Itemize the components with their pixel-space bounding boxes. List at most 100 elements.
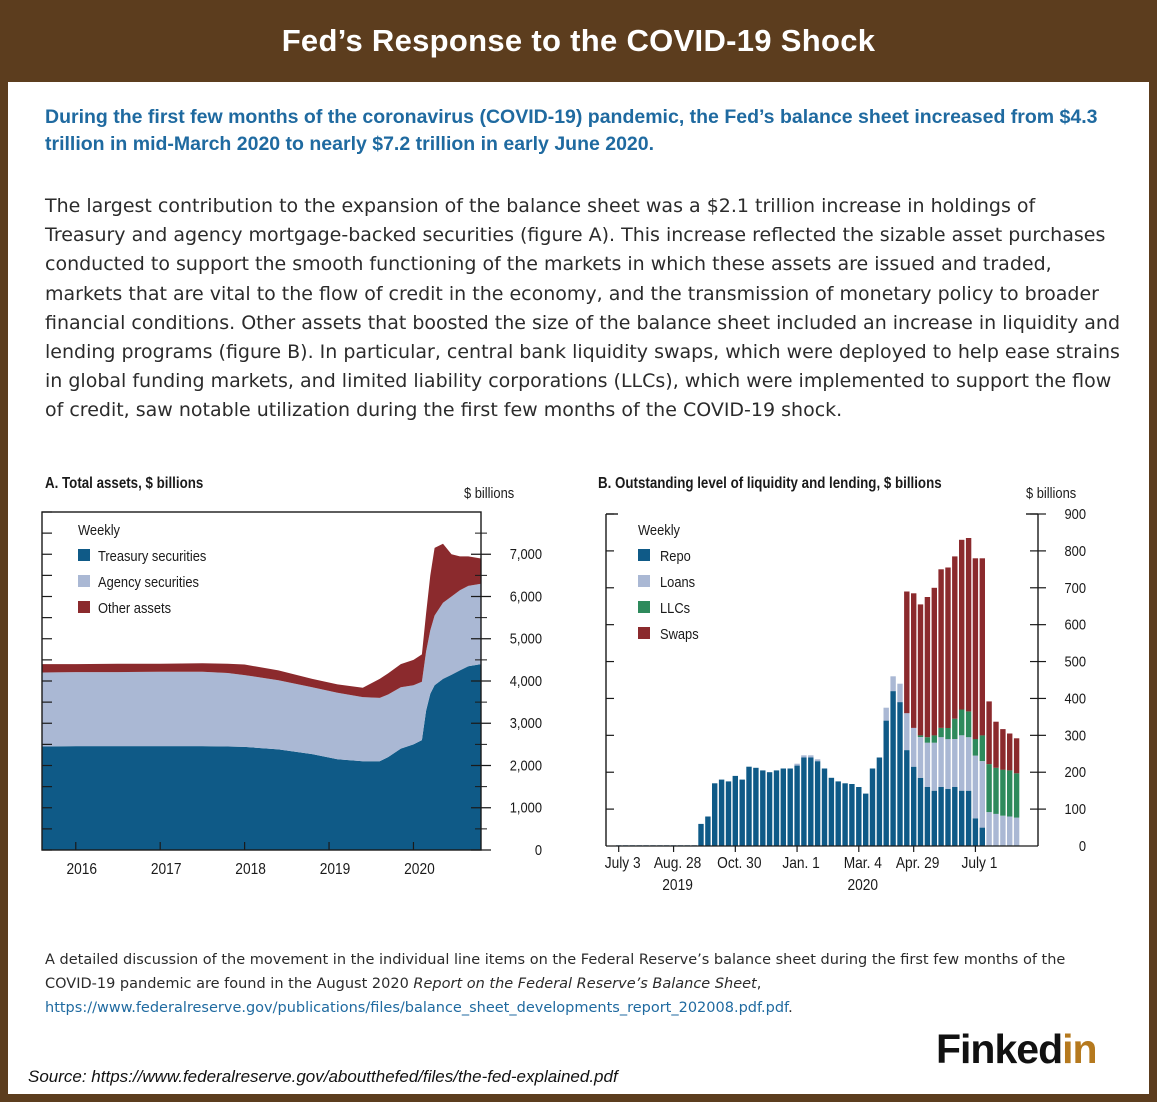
page-title: Fed’s Response to the COVID-19 Shock: [281, 23, 876, 58]
chart-a-unit-label: $ billions: [464, 485, 515, 502]
bar-swaps: [965, 538, 972, 712]
legend-label-llcs: LLCs: [660, 599, 690, 616]
bar-repo: [938, 787, 944, 846]
bar-repo: [746, 766, 752, 846]
bar-llcs: [993, 767, 999, 814]
y-tick-label: 6,000: [510, 588, 542, 605]
bar-repo: [814, 761, 821, 846]
legend-swatch-llcs: [638, 601, 650, 613]
bar-loans: [931, 742, 937, 791]
bar-repo: [883, 720, 889, 846]
bar-repo: [972, 818, 979, 846]
footnote-end: .: [788, 1000, 793, 1016]
legend-swatch-repo: [638, 549, 650, 561]
bar-repo: [732, 775, 738, 846]
bar-repo: [917, 777, 924, 846]
bar-llcs: [972, 739, 979, 756]
y-tick-label: 2,000: [510, 757, 542, 774]
body-paragraph: The largest contribution to the expansio…: [45, 195, 1121, 422]
chart-b-title: B. Outstanding level of liquidity and le…: [598, 475, 942, 492]
bar-llcs: [945, 728, 951, 740]
bar-repo: [945, 788, 951, 846]
source-line: Source: https://www.federalreserve.gov/a…: [28, 1067, 618, 1086]
bar-repo: [904, 750, 910, 846]
bar-swaps: [931, 587, 937, 736]
bar-llcs: [1000, 769, 1006, 816]
bar-repo: [808, 757, 814, 846]
bar-repo: [842, 783, 848, 846]
bar-repo: [863, 793, 869, 846]
bar-loans: [1000, 815, 1006, 846]
chart-a: 0 1,000 2,000 3,000 4,000 5,000 6,000 7,000 2016…: [41, 511, 542, 878]
footnote-text: A detailed discussion of the movement in…: [45, 952, 1066, 992]
bar-llcs: [979, 735, 985, 762]
legend-label-repo: Repo: [660, 547, 691, 564]
bar-swaps: [904, 591, 910, 714]
y-tick-label: 400: [1065, 690, 1087, 707]
y-tick-label: 800: [1065, 542, 1087, 559]
bar-loans: [808, 755, 814, 758]
bar-llcs: [986, 764, 992, 813]
bar-repo: [801, 757, 807, 846]
bar-loans: [965, 737, 972, 791]
x-tick-label: 2017: [151, 860, 182, 878]
y-tick-label: 1,000: [510, 799, 542, 816]
area-other-assets: [42, 543, 481, 698]
legend-swatch-agency-securities: [78, 575, 90, 587]
bar-swaps: [972, 558, 979, 740]
bar-loans: [917, 737, 924, 778]
bar-loans: [814, 759, 821, 762]
footnote-link[interactable]: https://www.federalreserve.gov/publicati…: [45, 1000, 789, 1016]
bar-swaps: [952, 556, 958, 719]
bar-loans: [993, 813, 999, 846]
legend-title: Weekly: [78, 521, 120, 538]
x-tick-label: 2020: [404, 860, 435, 878]
bar-loans: [904, 713, 910, 751]
y-tick-label: 0: [535, 841, 542, 858]
bar-repo: [698, 823, 704, 846]
bar-swaps: [1000, 729, 1006, 770]
x-tick-year-label: 2019: [662, 876, 693, 894]
bar-swaps: [945, 567, 951, 728]
bar-repo: [869, 768, 876, 846]
bar-llcs: [1013, 773, 1020, 818]
y-tick-label: 4,000: [510, 672, 542, 689]
bar-repo: [849, 784, 855, 846]
area-agency-securities: [42, 583, 481, 762]
y-tick-label: 3,000: [510, 714, 542, 731]
bar-repo: [705, 816, 711, 846]
bar-repo: [828, 777, 835, 846]
bar-repo: [712, 783, 718, 846]
x-tick-label: 2019: [320, 860, 351, 878]
bar-swaps: [993, 721, 999, 768]
content-panel: During the first few months of the coron…: [8, 82, 1149, 1094]
bar-loans: [924, 742, 931, 787]
bar-loans: [972, 755, 979, 819]
bar-repo: [780, 768, 786, 846]
legend-swatch-loans: [638, 575, 650, 587]
logo-accent: in: [1062, 1026, 1097, 1072]
bar-repo: [787, 768, 793, 846]
legend-label-loans: Loans: [660, 573, 695, 590]
bar-loans: [794, 763, 800, 766]
y-tick-label: 900: [1065, 505, 1087, 522]
bar-repo: [959, 790, 965, 846]
y-tick-label: 700: [1065, 579, 1087, 596]
bar-repo: [952, 787, 958, 846]
bar-repo: [718, 779, 725, 846]
bar-loans: [911, 728, 917, 767]
bar-llcs: [1007, 770, 1013, 817]
bar-swaps: [917, 604, 924, 736]
bar-loans: [1013, 817, 1020, 846]
bar-repo: [766, 772, 773, 846]
area-treasury-securities: [42, 664, 481, 850]
bar-swaps: [979, 558, 985, 736]
footnote-report-title: Report on the Federal Reserve’s Balance …: [413, 976, 757, 992]
x-tick-label: Apr. 29: [896, 854, 940, 872]
bar-repo: [821, 768, 828, 846]
bar-loans: [801, 755, 807, 758]
y-tick-label: 600: [1065, 616, 1087, 633]
bar-swaps: [959, 539, 965, 710]
legend-swatch-treasury-securities: [78, 549, 90, 561]
